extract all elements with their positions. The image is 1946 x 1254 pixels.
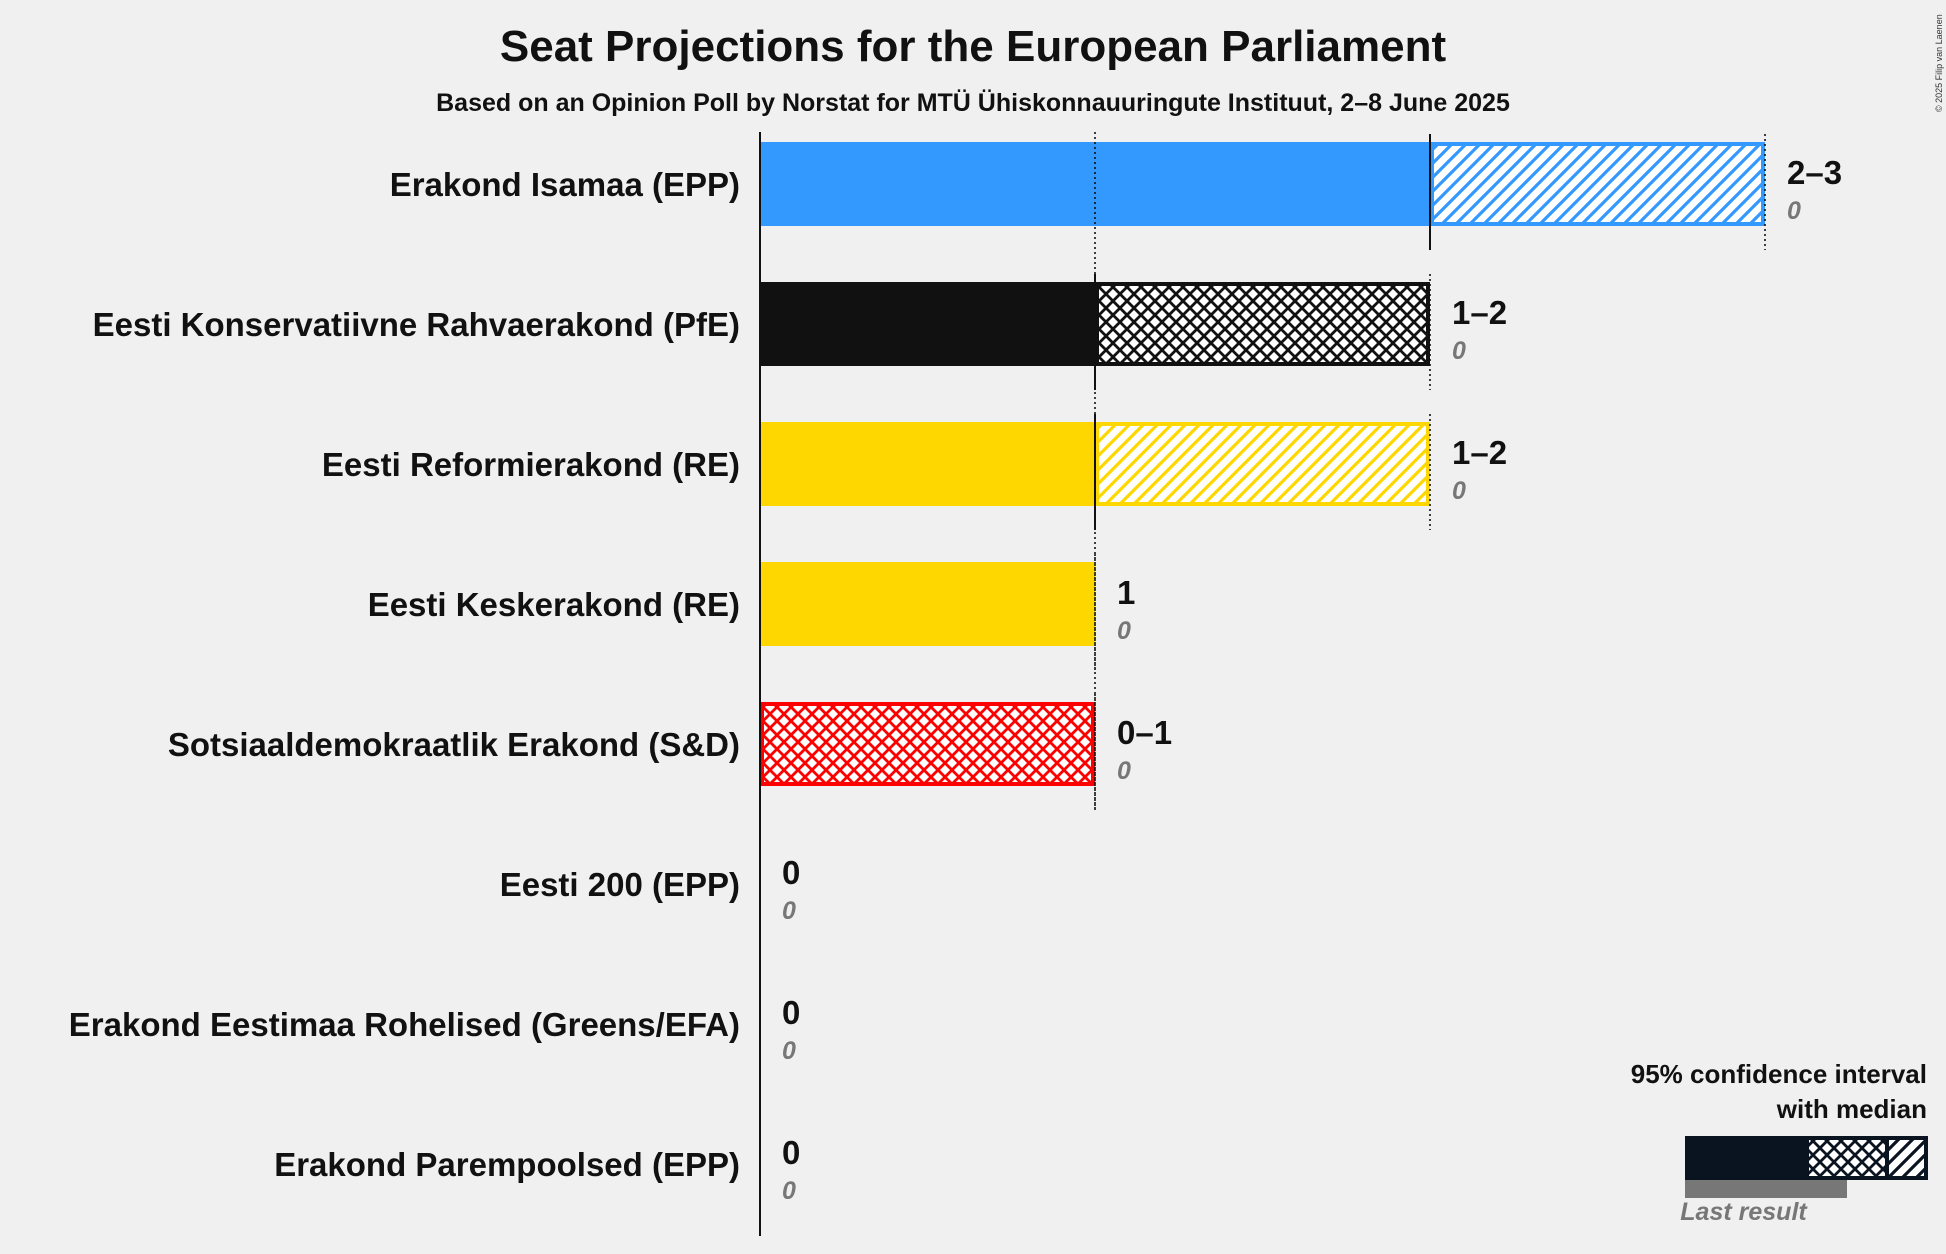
last-result-label: 0 bbox=[1452, 337, 1466, 365]
last-result-label: 0 bbox=[782, 1037, 796, 1065]
last-result-label: 0 bbox=[1787, 197, 1801, 225]
range-label: 1–2 bbox=[1452, 434, 1507, 471]
party-label: Erakond Parempoolsed (EPP) bbox=[274, 1146, 740, 1183]
bar-interval-1 bbox=[1095, 282, 1430, 366]
legend-last-result-label: Last result bbox=[1680, 1198, 1807, 1226]
range-label: 0 bbox=[782, 1134, 800, 1171]
range-label: 0 bbox=[782, 854, 800, 891]
legend-solid-swatch bbox=[1685, 1136, 1807, 1180]
party-label: Eesti 200 (EPP) bbox=[500, 866, 740, 903]
party-label: Sotsiaaldemokraatlik Erakond (S&D) bbox=[168, 726, 740, 763]
legend-title-line2: with median bbox=[1776, 1094, 1927, 1124]
bar-interval-2 bbox=[1095, 422, 1430, 506]
last-result-label: 0 bbox=[1452, 477, 1466, 505]
range-label: 2–3 bbox=[1787, 154, 1842, 191]
range-label: 0–1 bbox=[1117, 714, 1172, 751]
party-label: Erakond Isamaa (EPP) bbox=[390, 166, 740, 203]
last-result-label: 0 bbox=[1117, 757, 1131, 785]
bar-solid-2 bbox=[760, 422, 1095, 506]
party-label: Erakond Eestimaa Rohelised (Greens/EFA) bbox=[69, 1006, 740, 1043]
bar-interval-0 bbox=[1430, 142, 1765, 226]
bar-interval-4 bbox=[760, 702, 1095, 786]
legend-interval-swatch bbox=[1805, 1136, 1889, 1180]
last-result-label: 0 bbox=[782, 897, 796, 925]
legend-last-result-swatch bbox=[1685, 1180, 1847, 1198]
last-result-label: 0 bbox=[1117, 617, 1131, 645]
legend-title: 95% confidence interval with median bbox=[1540, 1057, 1927, 1127]
range-label: 1–2 bbox=[1452, 294, 1507, 331]
bar-solid-1 bbox=[760, 282, 1095, 366]
legend-upper-swatch bbox=[1885, 1136, 1928, 1180]
party-label: Eesti Konservatiivne Rahvaerakond (PfE) bbox=[93, 306, 740, 343]
range-label: 1 bbox=[1117, 574, 1135, 611]
legend-title-line1: 95% confidence interval bbox=[1630, 1059, 1927, 1089]
last-result-label: 0 bbox=[782, 1177, 796, 1205]
party-label: Eesti Keskerakond (RE) bbox=[368, 586, 740, 623]
range-label: 0 bbox=[782, 994, 800, 1031]
chart-title: Seat Projections for the European Parlia… bbox=[499, 22, 1447, 71]
bar-solid-3 bbox=[760, 562, 1095, 646]
party-label: Eesti Reformierakond (RE) bbox=[322, 446, 740, 483]
chart-subtitle: Based on an Opinion Poll by Norstat for … bbox=[436, 89, 1510, 117]
